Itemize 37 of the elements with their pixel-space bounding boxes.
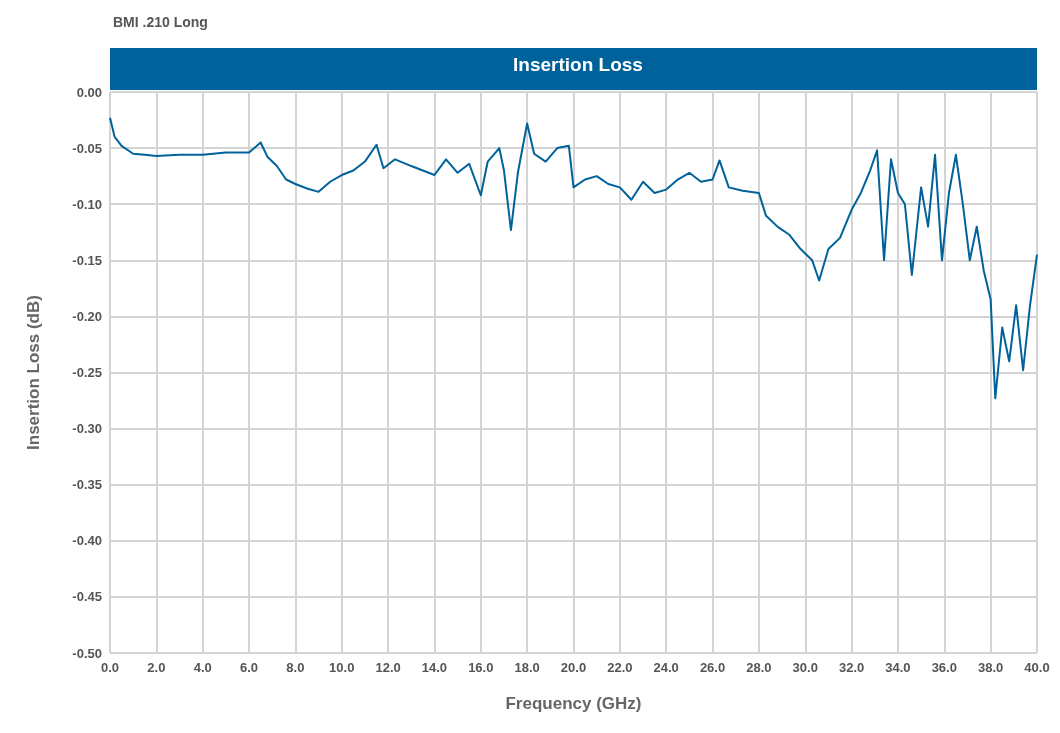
x-tick-label: 32.0	[838, 660, 865, 675]
y-tick-label: -0.35	[72, 477, 102, 493]
line-series	[109, 116, 1038, 400]
x-tick-label: 34.0	[885, 660, 911, 675]
x-tick-label: 28.0	[746, 660, 772, 675]
x-tick-label: 16.0	[468, 660, 494, 675]
x-tick-label: 18.0	[514, 660, 540, 675]
chart-subtitle: BMI .210 Long	[113, 14, 208, 30]
x-tick-label: 40.0	[1024, 660, 1050, 675]
x-tick-label: 20.0	[560, 660, 587, 675]
y-tick-label: -0.20	[72, 308, 102, 324]
y-axis-title: Insertion Loss (dB)	[24, 295, 43, 450]
y-tick-label: -0.40	[72, 533, 102, 549]
y-tick-label: -0.50	[72, 645, 102, 661]
x-tick-label: 2.0	[147, 660, 166, 675]
x-tick-label: 4.0	[193, 660, 212, 675]
x-axis-title: Frequency (GHz)	[505, 694, 642, 713]
y-tick-label: -0.15	[72, 252, 102, 268]
x-tick-label: 6.0	[240, 660, 259, 675]
x-tick-label: 22.0	[607, 660, 633, 675]
y-tick-label: -0.10	[72, 196, 102, 212]
x-tick-label: 30.0	[792, 660, 818, 675]
y-tick-label: 0.00	[76, 84, 102, 100]
x-tick-label: 38.0	[977, 660, 1004, 675]
x-tick-label: 26.0	[699, 660, 726, 675]
x-tick-label: 12.0	[375, 660, 401, 675]
y-tick-label: -0.25	[72, 365, 102, 380]
x-tick-label: 0.0	[100, 660, 120, 675]
y-tick-label: -0.05	[72, 140, 102, 156]
x-tick-label: 36.0	[931, 660, 957, 675]
x-tick-label: 10.0	[329, 660, 355, 675]
x-tick-label: 8.0	[286, 660, 305, 675]
chart-title: Insertion Loss	[513, 54, 643, 75]
x-tick-label: 14.0	[421, 660, 448, 675]
x-tick-label: 24.0	[653, 660, 679, 675]
y-tick-label: -0.30	[72, 421, 102, 437]
y-tick-label: -0.45	[72, 589, 102, 605]
